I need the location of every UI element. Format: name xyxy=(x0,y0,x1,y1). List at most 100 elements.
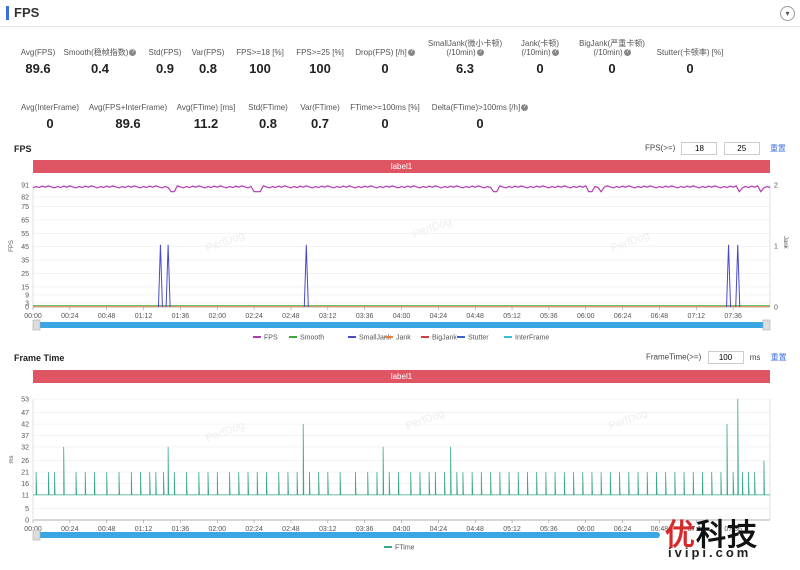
metric-4: FPS>=18 [%] 100 xyxy=(210,39,310,76)
metric-label: Stutter(卡顿率) [%] xyxy=(656,48,724,57)
smalljank-spike xyxy=(165,244,171,308)
metric-label: SmallJank(微小卡顿) (/10min)? xyxy=(427,39,503,57)
help-icon[interactable]: ? xyxy=(407,49,415,57)
x-tick-label: 01:12 xyxy=(135,526,153,533)
fps-slider-handle-right xyxy=(762,319,771,331)
metric-value: 0.9 xyxy=(155,61,175,76)
ftime-chart-title: Frame Time xyxy=(14,353,65,363)
metric-label: Std(FTime) xyxy=(248,103,288,112)
metric-label: Drop(FPS) [/h]? xyxy=(355,48,415,57)
metric-1: Avg(FPS+InterFrame) 89.6 xyxy=(78,94,178,131)
smalljank-spike xyxy=(726,244,732,308)
y-tick-label: 0 xyxy=(25,305,29,312)
x-tick-label: 05:36 xyxy=(540,526,558,533)
metric-3: Var(FPS) 0.8 xyxy=(158,39,258,76)
y-tick-label: 26 xyxy=(21,458,29,465)
metric-label: Smooth(稳帧指数)? xyxy=(63,48,137,57)
x-tick-label: 04:24 xyxy=(430,526,448,533)
x-tick-label: 02:48 xyxy=(282,526,300,533)
help-icon[interactable]: ? xyxy=(551,49,559,57)
help-icon[interactable]: ? xyxy=(129,49,137,57)
metric-0: Avg(InterFrame) 0 xyxy=(0,94,100,131)
metric-label: Delta(FTime)>100ms [/h]? xyxy=(431,103,529,112)
y-tick-label: 21 xyxy=(21,470,29,477)
y-tick-label: 82 xyxy=(21,195,29,202)
y-tick-label: 11 xyxy=(22,492,29,499)
help-icon[interactable]: ? xyxy=(476,49,484,57)
y2-axis-label: Jank xyxy=(782,236,788,250)
fps-chart-title: FPS xyxy=(14,144,32,154)
metric-0: Avg(FPS) 89.6 xyxy=(0,39,88,76)
metric-label: Avg(InterFrame) xyxy=(20,103,80,112)
ftime-threshold-label: FrameTime(>=) xyxy=(646,352,702,362)
ftime-label-bar[interactable]: label1 xyxy=(33,370,770,383)
metric-value: 0 xyxy=(46,116,54,131)
metric-5: FPS>=25 [%] 100 xyxy=(270,39,370,76)
x-tick-label: 04:48 xyxy=(466,526,484,533)
metric-label: FTime>=100ms [%] xyxy=(350,103,420,112)
metric-5: FTime>=100ms [%] 0 xyxy=(335,94,435,131)
metric-6: Drop(FPS) [/h]? 0 xyxy=(335,39,435,76)
fps-threshold-label: FPS(>=) xyxy=(645,143,676,153)
x-tick-label: 04:00 xyxy=(393,313,411,320)
fps-label-bar[interactable]: label1 xyxy=(33,160,770,173)
ftime-reset-button[interactable]: 重置 xyxy=(770,352,787,362)
collapse-toggle-icon[interactable]: ▾ xyxy=(780,6,795,21)
x-tick-label: 07:12 xyxy=(688,526,706,533)
x-tick-label: 02:00 xyxy=(208,313,226,320)
metric-4: Var(FTime) 0.7 xyxy=(270,94,370,131)
x-tick-label: 01:12 xyxy=(135,313,153,320)
metric-label: Var(FPS) xyxy=(191,48,225,57)
y-tick-label: 53 xyxy=(21,397,29,404)
metric-10: Stutter(卡顿率) [%] 0 xyxy=(640,39,740,76)
fps-threshold-input-1[interactable] xyxy=(681,142,718,155)
metric-label: Jank(卡顿) (/10min)? xyxy=(520,39,560,57)
header-accent-bar xyxy=(6,6,9,20)
x-tick-label: 03:12 xyxy=(319,313,337,320)
x-tick-label: 02:00 xyxy=(208,526,226,533)
ftime-threshold-controls: FrameTime(>=) ms 重置 xyxy=(646,351,787,364)
x-tick-label: 00:00 xyxy=(24,526,42,533)
metric-value: 0 xyxy=(686,61,694,76)
y-tick-label: 91 xyxy=(21,183,29,190)
x-tick-label: 02:24 xyxy=(245,313,263,320)
x-tick-label: 06:24 xyxy=(614,526,632,533)
legend-label: BigJank xyxy=(432,335,457,342)
x-tick-label: 02:24 xyxy=(245,526,263,533)
fps-slider-handle-left xyxy=(32,319,41,331)
x-tick-label: 04:48 xyxy=(466,313,484,320)
x-tick-label: 05:36 xyxy=(540,313,558,320)
smalljank-spike xyxy=(735,244,741,308)
metric-2: Std(FPS) 0.9 xyxy=(115,39,215,76)
help-icon[interactable]: ? xyxy=(521,104,529,112)
x-tick-label: 00:24 xyxy=(61,526,79,533)
metric-value: 0.8 xyxy=(198,61,218,76)
fps-reset-button[interactable]: 重置 xyxy=(769,143,786,153)
fps-series-line xyxy=(32,185,771,193)
ftime-threshold-input[interactable] xyxy=(707,351,744,364)
y-tick-label: 47 xyxy=(21,410,29,417)
page-title: FPS xyxy=(14,5,40,20)
metric-label: Std(FPS) xyxy=(148,48,182,57)
y-tick-label: 42 xyxy=(21,422,29,429)
x-tick-label: 07:36 xyxy=(724,526,742,533)
metric-label: Avg(FPS) xyxy=(20,48,56,57)
y-tick-label: 9 xyxy=(25,292,29,299)
y-tick-label: 45 xyxy=(21,244,29,251)
metric-2: Avg(FTime) [ms] 11.2 xyxy=(156,94,256,131)
logo-brand-black: 科技 xyxy=(696,519,758,552)
x-tick-label: 06:48 xyxy=(651,313,669,320)
metric-label: Avg(FPS+InterFrame) xyxy=(88,103,168,112)
legend-label: FPS xyxy=(264,335,278,342)
legend-label: InterFrame xyxy=(515,335,549,342)
fps-threshold-input-2[interactable] xyxy=(723,142,760,155)
help-icon[interactable]: ? xyxy=(623,49,631,57)
y-tick-label: 65 xyxy=(21,217,29,224)
ftime-range-slider xyxy=(33,532,660,538)
y-tick-label: 16 xyxy=(21,481,29,488)
smalljank-spike xyxy=(303,244,309,308)
y-tick-label: 3 xyxy=(25,300,29,307)
x-tick-label: 06:24 xyxy=(614,313,632,320)
y-tick-label: 5 xyxy=(25,506,29,513)
legend-label: Stutter xyxy=(468,335,489,342)
